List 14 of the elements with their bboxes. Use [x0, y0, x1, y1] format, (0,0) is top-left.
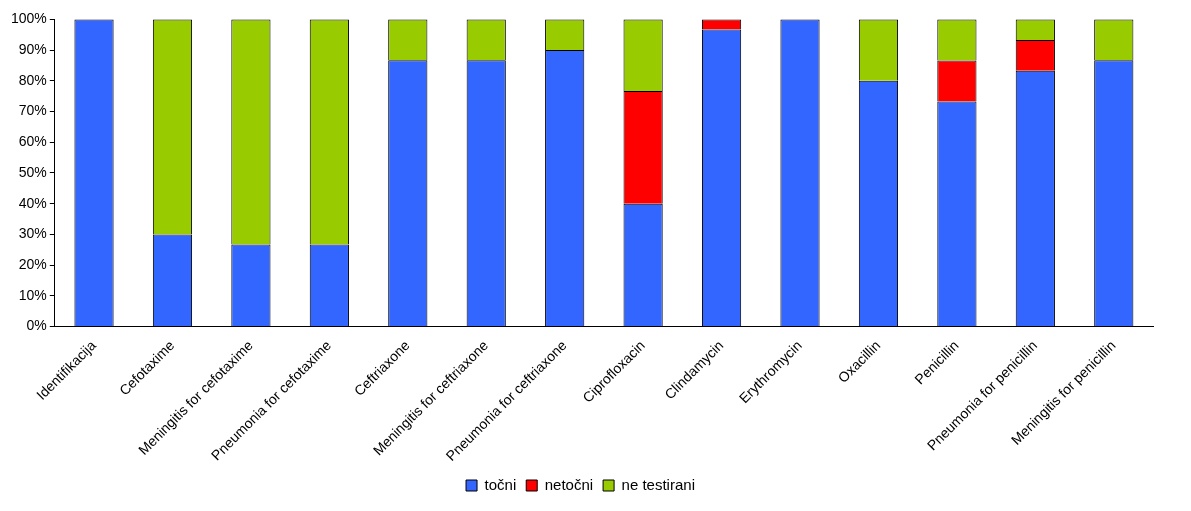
y-tick-label: 100%: [10, 10, 47, 27]
y-tick-label: 30%: [18, 225, 47, 242]
y-tick-label: 70%: [18, 102, 47, 119]
y-tick-label: 60%: [18, 133, 47, 150]
legend-label: točni: [484, 475, 517, 493]
legend-label: ne testirani: [621, 475, 695, 493]
y-tick-label: 80%: [18, 71, 47, 88]
y-tick-label: 0%: [26, 317, 47, 334]
y-tick-label: 50%: [18, 163, 47, 180]
y-tick-label: 40%: [18, 194, 47, 211]
y-tick-label: 90%: [18, 40, 47, 57]
y-tick-label: 20%: [18, 255, 47, 272]
legend-label: netočni: [544, 475, 594, 493]
y-tick-label: 10%: [18, 286, 47, 303]
